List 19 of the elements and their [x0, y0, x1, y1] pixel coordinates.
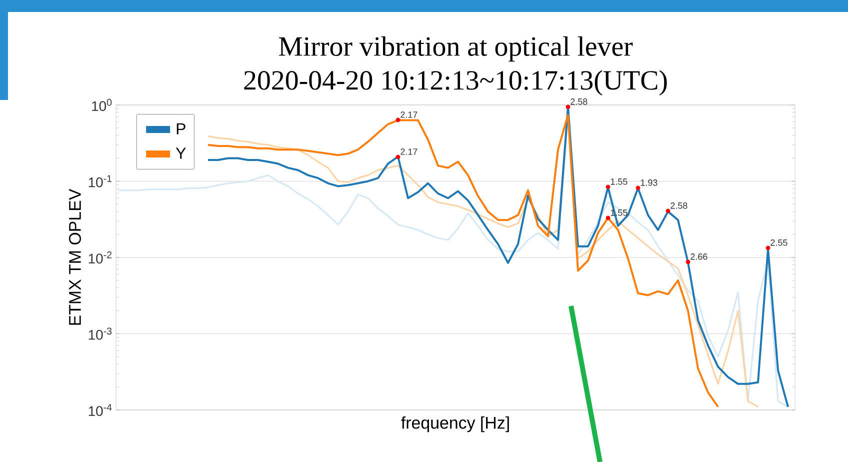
y-tick-label: 10$^{0}$ — [92, 98, 112, 112]
annotation: 2.17 — [400, 148, 418, 155]
annotation: 2.66 — [690, 253, 708, 260]
y-tick-label: 10$^{-1}$ — [88, 175, 112, 188]
legend-label: P — [176, 123, 186, 134]
y-tick-label: 10$^{-4}$ — [88, 404, 112, 416]
text: 2.58 — [570, 98, 588, 105]
annotation: 1.93 — [640, 179, 658, 186]
chart-subtitle: 2020-04-20 10:12:13~10:17:13(UTC) — [244, 70, 667, 96]
annotation: 1.55 — [610, 178, 628, 185]
annotation: 2.58 — [670, 202, 688, 209]
annotation: 2.55 — [770, 239, 788, 246]
legend-label: Y — [176, 148, 186, 159]
y-tick-label: 10$^{-2}$ — [88, 251, 112, 264]
y-axis-title: ETMX TM OPLEV — [68, 188, 81, 325]
chart-title: Mirror vibration at optical lever — [278, 36, 633, 62]
x-axis-title: frequency [Hz] — [401, 416, 509, 432]
annotation: 2.17 — [400, 112, 418, 118]
y-tick-label: 10$^{-3}$ — [88, 328, 112, 340]
